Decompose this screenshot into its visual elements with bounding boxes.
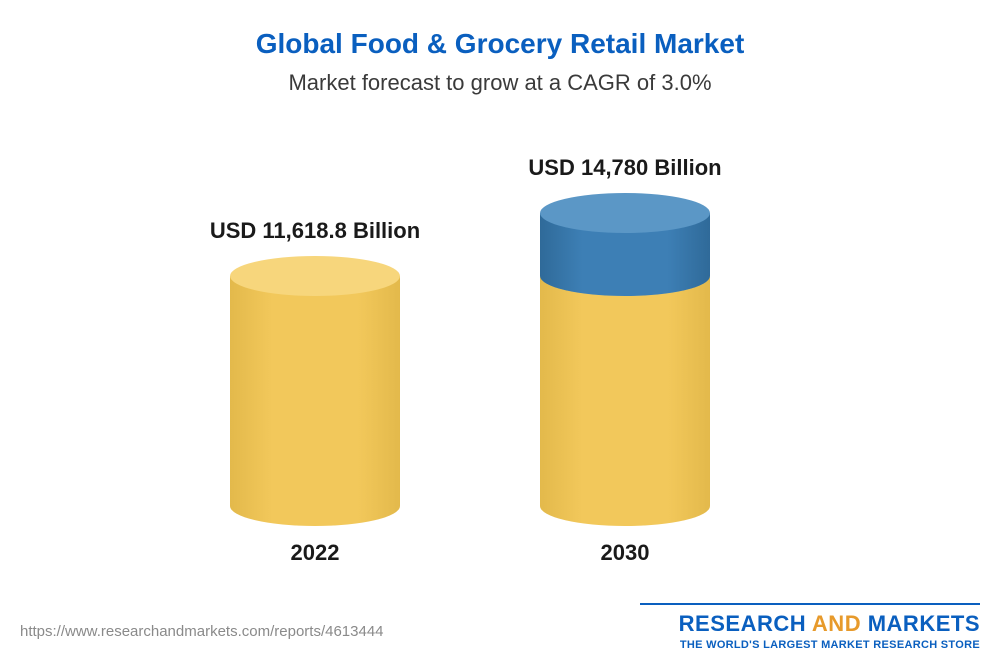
cylinder-bar <box>230 106 400 546</box>
value-label: USD 11,618.8 Billion <box>185 218 445 244</box>
year-label: 2030 <box>540 540 710 566</box>
brand-word-3: MARKETS <box>868 611 980 636</box>
brand-block: RESEARCH AND MARKETS THE WORLD'S LARGEST… <box>679 611 980 651</box>
footer: https://www.researchandmarkets.com/repor… <box>0 607 1000 667</box>
brand-word-1: RESEARCH <box>679 611 806 636</box>
footer-divider <box>640 603 980 605</box>
chart-subtitle: Market forecast to grow at a CAGR of 3.0… <box>0 70 1000 96</box>
source-url: https://www.researchandmarkets.com/repor… <box>20 623 384 640</box>
brand-word-2: AND <box>812 611 861 636</box>
value-label: USD 14,780 Billion <box>495 155 755 181</box>
brand-name: RESEARCH AND MARKETS <box>679 611 980 637</box>
year-label: 2022 <box>230 540 400 566</box>
chart-area: USD 11,618.8 Billion2022 USD 14,780 Bill… <box>0 106 1000 546</box>
brand-tagline: THE WORLD'S LARGEST MARKET RESEARCH STOR… <box>679 639 980 651</box>
chart-title: Global Food & Grocery Retail Market <box>0 0 1000 60</box>
